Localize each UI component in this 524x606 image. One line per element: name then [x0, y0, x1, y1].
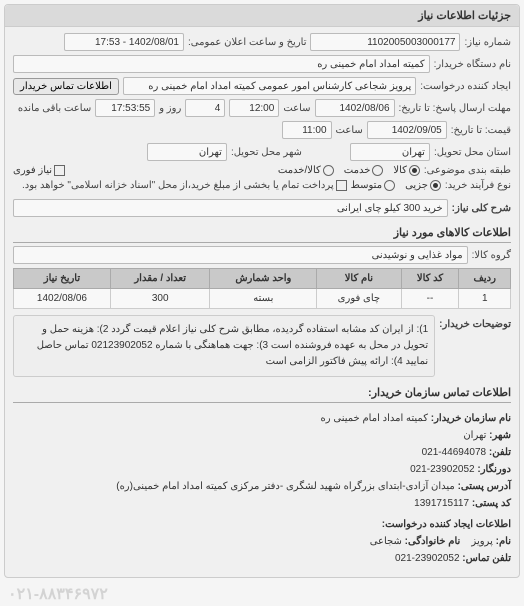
radio-service[interactable]: خدمت [344, 165, 384, 176]
deadline-date: 1402/08/06 [315, 99, 395, 117]
contact-city-value: تهران [463, 430, 486, 441]
org-value: کمیته امداد امام خمینی ره [321, 413, 428, 424]
post-value: 1391715117 [414, 498, 469, 509]
radio-service-label: خدمت [344, 165, 371, 176]
price-until-date: 1402/09/05 [367, 121, 447, 139]
th-row: ردیف [459, 269, 511, 289]
announce-label: تاریخ و ساعت اعلان عمومی: [188, 37, 307, 48]
city-value: تهران [147, 143, 227, 161]
radio-mid[interactable]: جزیی [405, 180, 441, 191]
fax-label: دورنگار: [477, 464, 511, 475]
td-date: 1402/08/06 [14, 289, 111, 309]
urgent-checkbox[interactable]: نیاز فوری [13, 165, 65, 176]
buyer-org-label: نام دستگاه خریدار: [434, 59, 511, 70]
radio-goods-label: کالا [393, 165, 407, 176]
radio-low[interactable]: متوسط [351, 180, 395, 191]
remaining-days: 4 [185, 99, 225, 117]
items-section-title: اطلاعات کالاهای مورد نیاز [13, 223, 511, 243]
tel-value: 23902052-021 [395, 553, 460, 564]
radio-goods-service[interactable]: کالا/خدمت [278, 165, 334, 176]
addr-value: میدان آزادی-ابتدای بزرگراه شهید لشگری -د… [116, 481, 455, 492]
org-label: نام سازمان خریدار: [431, 413, 511, 424]
radio-dot-icon [384, 180, 395, 191]
panel-title: جزئیات اطلاعات نیاز [5, 5, 519, 27]
buy-type-label: نوع فرآیند خرید: [445, 180, 511, 191]
req-contact-section: اطلاعات ایجاد کننده درخواست: [13, 516, 511, 533]
contact-block: نام سازمان خریدار: کمیته امداد امام خمین… [13, 406, 511, 571]
price-until-time: 11:00 [282, 121, 332, 139]
table-row: 1 -- چای فوری بسته 300 1402/08/06 [14, 289, 511, 309]
fname-label: نام: [496, 536, 511, 547]
radio-dot-icon [409, 165, 420, 176]
table-header-row: ردیف کد کالا نام کالا واحد شمارش تعداد /… [14, 269, 511, 289]
province-label: استان محل تحویل: [434, 147, 511, 158]
remaining-time: 17:53:55 [95, 99, 155, 117]
buyer-org-value: کمیته امداد امام خمینی ره [13, 55, 430, 73]
remaining-suffix: ساعت باقی مانده [18, 103, 91, 114]
th-code: کد کالا [401, 269, 459, 289]
contact-section-title: اطلاعات تماس سازمان خریدار: [13, 383, 511, 403]
buy-type-radio-group: جزیی متوسط [351, 180, 441, 191]
buyer-contact-button[interactable]: اطلاعات تماس خریدار [13, 78, 119, 95]
th-unit: واحد شمارش [210, 269, 317, 289]
phone-value: 44694078-021 [422, 447, 487, 458]
addr-label: آدرس پستی: [458, 481, 511, 492]
tel-label: تلفن تماس: [462, 553, 511, 564]
notes-text: 1): از ایران کد مشابه استفاده گردیده، مط… [13, 315, 435, 377]
requester-label: ایجاد کننده درخواست: [420, 81, 511, 92]
province-value: تهران [350, 143, 430, 161]
pay-cat-label: طبقه بندی موضوعی: [424, 165, 511, 176]
details-panel: جزئیات اطلاعات نیاز شماره نیاز: 11020050… [4, 4, 520, 578]
deadline-label: مهلت ارسال پاسخ: تا تاریخ: [399, 103, 511, 114]
contact-city-label: شهر: [489, 430, 511, 441]
req-no-value: 1102005003000177 [310, 33, 460, 51]
need-title-value: خرید 300 کیلو چای ایرانی [13, 199, 448, 217]
radio-dot-icon [323, 165, 334, 176]
fname-value: پرویز [471, 536, 492, 547]
need-title-label: شرح کلی نیاز: [452, 203, 511, 214]
td-row: 1 [459, 289, 511, 309]
price-until-label: قیمت: تا تاریخ: [451, 125, 511, 136]
time-label-2: ساعت [336, 125, 363, 136]
td-unit: بسته [210, 289, 317, 309]
time-label-1: ساعت [283, 103, 310, 114]
group-label: گروه کالا: [472, 250, 511, 261]
post-label: کد پستی: [472, 498, 511, 509]
day-and-label: روز و [159, 103, 181, 114]
td-qty: 300 [110, 289, 210, 309]
radio-dot-icon [372, 165, 383, 176]
radio-goods[interactable]: کالا [393, 165, 420, 176]
th-qty: تعداد / مقدار [110, 269, 210, 289]
lname-value: شجاعی [370, 536, 402, 547]
radio-dot-icon [430, 180, 441, 191]
radio-low-label: متوسط [351, 180, 382, 191]
requester-value: پرویز شجاعی کارشناس امور عمومی کمیته امد… [123, 77, 416, 95]
items-table: ردیف کد کالا نام کالا واحد شمارش تعداد /… [13, 268, 511, 309]
announce-value: 1402/08/01 - 17:53 [64, 33, 184, 51]
treasury-checkbox[interactable]: پرداخت تمام یا بخشی از مبلغ خرید،از محل … [22, 180, 347, 191]
th-date: تاریخ نیاز [14, 269, 111, 289]
pay-cat-radio-group: کالا خدمت کالا/خدمت [278, 165, 420, 176]
group-value: مواد غذایی و نوشیدنی [13, 246, 468, 264]
notes-label: توضیحات خریدار: [439, 315, 511, 330]
phone-label: تلفن: [489, 447, 511, 458]
radio-goods-service-label: کالا/خدمت [278, 165, 321, 176]
checkbox-icon [336, 180, 347, 191]
city-label: شهر محل تحویل: [231, 147, 302, 158]
panel-body: شماره نیاز: 1102005003000177 تاریخ و ساع… [5, 27, 519, 577]
deadline-time: 12:00 [229, 99, 279, 117]
th-name: نام کالا [317, 269, 401, 289]
checkbox-icon [54, 165, 65, 176]
td-code: -- [401, 289, 459, 309]
urgent-label: نیاز فوری [13, 165, 52, 176]
watermark-phone: ۰۲۱-۸۸۳۴۶۹۷۲ [0, 582, 524, 606]
buy-note: پرداخت تمام یا بخشی از مبلغ خرید،از محل … [22, 180, 334, 191]
radio-mid-label: جزیی [405, 180, 428, 191]
req-no-label: شماره نیاز: [464, 37, 511, 48]
lname-label: نام خانوادگی: [405, 536, 461, 547]
td-name: چای فوری [317, 289, 401, 309]
fax-value: 23902052-021 [410, 464, 475, 475]
